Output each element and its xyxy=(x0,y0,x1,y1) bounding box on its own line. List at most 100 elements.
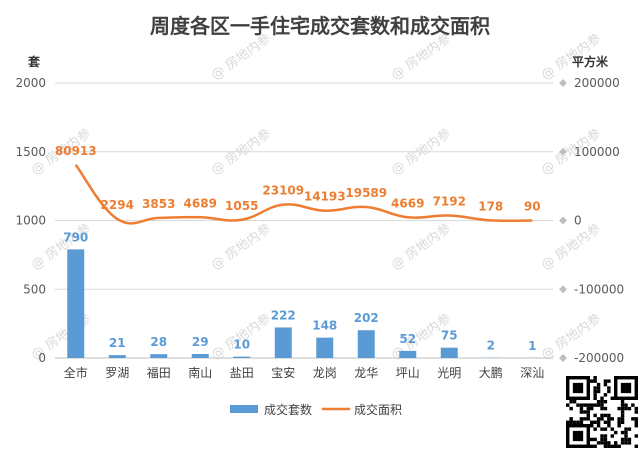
qr-module xyxy=(607,444,611,448)
qr-module xyxy=(603,400,608,404)
category-label: 龙华 xyxy=(354,366,378,380)
qr-module xyxy=(600,406,604,411)
bar xyxy=(67,249,85,358)
watermark-text: @ 房地内参 xyxy=(388,31,454,84)
bar xyxy=(108,355,126,358)
qr-module xyxy=(569,420,573,424)
qr-module xyxy=(569,417,573,421)
bar-value-label: 1 xyxy=(528,339,536,353)
bar xyxy=(316,337,334,358)
right-tick-label: 100000 xyxy=(574,145,620,159)
qr-module xyxy=(590,437,594,442)
qr-module xyxy=(566,403,570,407)
category-label: 大鹏 xyxy=(479,366,503,380)
qr-module xyxy=(593,437,597,442)
right-tick-marker xyxy=(559,216,567,225)
bar-value-label: 21 xyxy=(109,336,126,350)
qr-module xyxy=(627,406,632,411)
qr-module xyxy=(624,403,628,407)
category-label: 坪山 xyxy=(396,366,420,380)
watermark-text: @ 房地内参 xyxy=(208,31,274,84)
legend-bar-swatch xyxy=(230,405,258,413)
qr-finder-inner xyxy=(572,430,584,442)
right-tick-marker xyxy=(559,354,567,362)
qr-module xyxy=(600,434,604,438)
qr-module xyxy=(579,420,584,424)
qr-module xyxy=(569,406,573,411)
qr-module xyxy=(607,441,611,445)
qr-module xyxy=(579,410,584,414)
qr-module xyxy=(600,441,604,445)
qr-module xyxy=(590,406,594,411)
qr-module xyxy=(617,424,621,428)
qr-module xyxy=(617,420,621,424)
qr-module xyxy=(586,413,590,418)
qr-module xyxy=(586,403,590,407)
qr-module xyxy=(610,427,614,431)
category-label: 全市 xyxy=(64,365,88,380)
right-axis-unit: 平方米 xyxy=(572,54,609,69)
qr-module xyxy=(593,413,597,418)
left-tick-label: 1500 xyxy=(15,145,46,159)
qr-module xyxy=(603,420,608,424)
bar-value-label: 790 xyxy=(63,230,88,244)
qr-module xyxy=(600,427,604,431)
qr-module xyxy=(624,406,628,411)
bar-value-label: 148 xyxy=(312,319,337,333)
qr-module xyxy=(614,430,618,435)
qr-module xyxy=(620,403,625,407)
line-value-label: 1055 xyxy=(225,199,258,213)
qr-module xyxy=(600,403,604,407)
category-label: 深汕 xyxy=(520,366,544,380)
qr-module xyxy=(603,382,608,387)
bar-value-label: 52 xyxy=(399,332,416,346)
qr-module xyxy=(593,389,597,394)
watermark-text: @ 房地内参 xyxy=(538,221,604,274)
qr-module xyxy=(590,424,594,428)
qr-module xyxy=(576,403,580,407)
qr-module xyxy=(624,441,628,445)
qr-module xyxy=(631,417,635,421)
qr-module xyxy=(624,434,628,438)
qr-module xyxy=(572,400,577,404)
qr-module xyxy=(620,400,625,404)
qr-module xyxy=(566,420,570,424)
right-tick-label: -200000 xyxy=(574,351,624,365)
qr-module xyxy=(631,403,635,407)
qr-module xyxy=(603,441,608,445)
qr-module xyxy=(617,444,621,448)
line-value-label: 3853 xyxy=(142,197,175,211)
qr-module xyxy=(610,434,614,438)
qr-module xyxy=(593,403,597,407)
qr-code xyxy=(564,374,640,450)
qr-module xyxy=(593,420,597,424)
bar xyxy=(150,354,168,358)
qr-module xyxy=(596,420,601,424)
qr-module xyxy=(603,434,608,438)
qr-module xyxy=(603,379,608,383)
category-label: 福田 xyxy=(147,365,171,380)
qr-module xyxy=(590,444,594,448)
qr-module xyxy=(583,417,587,421)
category-label: 宝安 xyxy=(271,365,295,380)
qr-module xyxy=(627,427,632,431)
qr-finder-inner xyxy=(620,382,632,394)
line-value-label: 14193 xyxy=(304,190,346,204)
qr-module xyxy=(634,417,638,421)
qr-module xyxy=(586,406,590,411)
qr-module xyxy=(579,406,584,411)
chart-title: 周度各区一手住宅成交套数和成交面积 xyxy=(150,14,490,38)
qr-module xyxy=(596,386,601,390)
qr-module xyxy=(620,413,625,418)
qr-module xyxy=(607,424,611,428)
left-axis: 0 500 1000 1500 2000 xyxy=(15,76,46,365)
qr-module xyxy=(603,427,608,431)
gridlines xyxy=(55,82,553,359)
bar-value-label: 2 xyxy=(487,339,495,353)
qr-module xyxy=(620,437,625,442)
line-series: 80913 2294 3853 4689 1055 23109 14193 19589 4669… xyxy=(55,144,541,225)
category-label: 龙岗 xyxy=(313,366,337,380)
bar xyxy=(233,356,251,358)
qr-module xyxy=(634,406,638,411)
